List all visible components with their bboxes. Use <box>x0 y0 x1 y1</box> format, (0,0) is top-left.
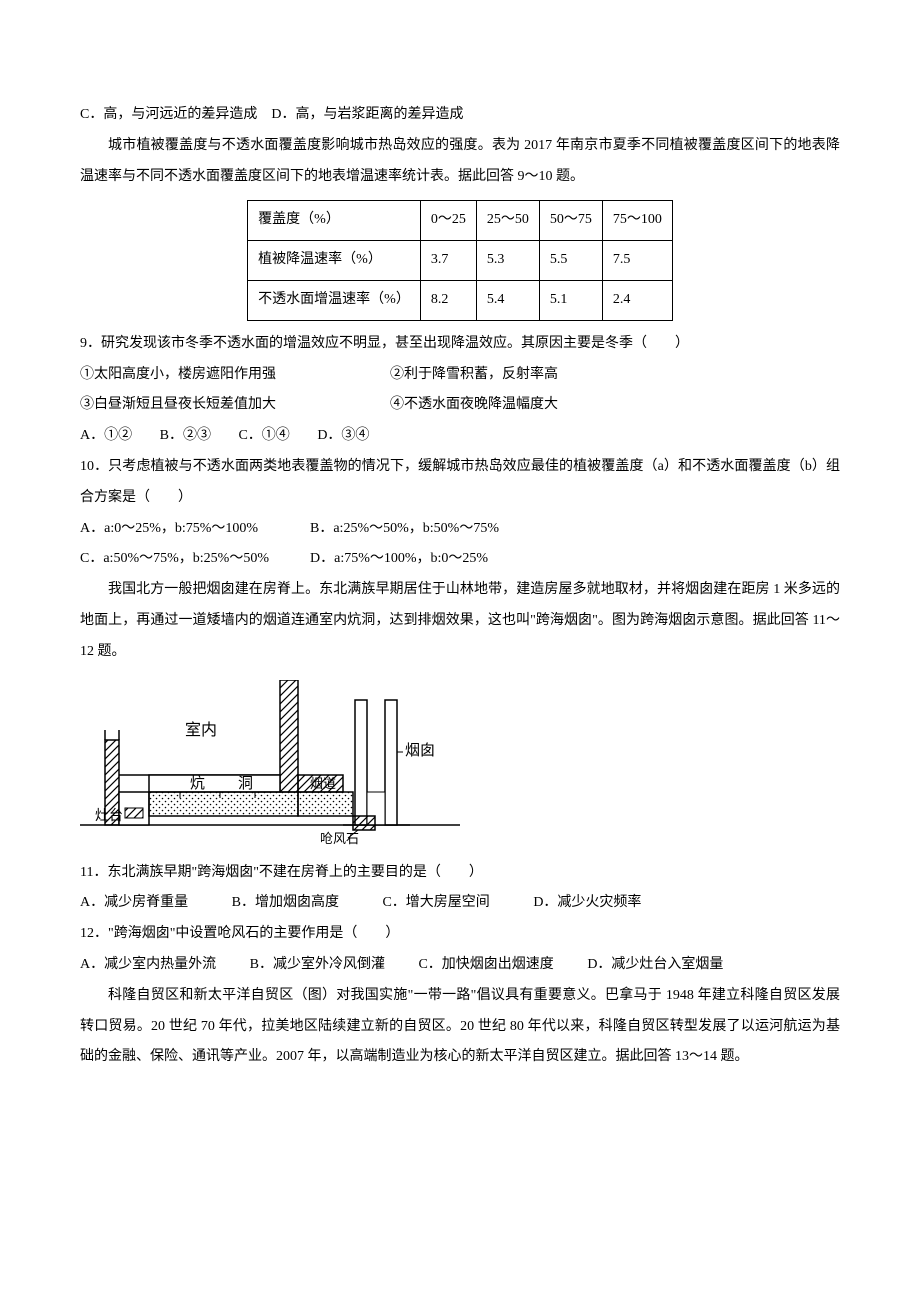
q10-options-cd: C．a:50%～75%，b:25%～50%D．a:75%～100%，b:0～25… <box>80 544 840 575</box>
passage-13-14: 科隆自贸区和新太平洋自贸区（图）对我国实施"一带一路"倡议具有重要意义。巴拿马于… <box>80 981 840 1073</box>
q12-option-d: D．减少灶台入室烟量 <box>587 950 723 981</box>
q9-s4: ④不透水面夜晚降温幅度大 <box>390 397 558 412</box>
table-cell: 覆盖度（%） <box>248 201 421 241</box>
q9-option-d: D．③④ <box>317 421 369 452</box>
passage-9-10: 城市植被覆盖度与不透水面覆盖度影响城市热岛效应的强度。表为 2017 年南京市夏… <box>80 131 840 193</box>
q9-s2: ②利于降雪积蓄，反射率高 <box>390 367 558 382</box>
table-cell: 5.5 <box>539 241 602 281</box>
table-cell: 5.3 <box>476 241 539 281</box>
q8-options-cd: C．高，与河远近的差异造成 D．高，与岩浆距离的差异造成 <box>80 100 840 131</box>
q10-option-c: C．a:50%～75%，b:25%～50% <box>80 544 310 575</box>
table-cell: 75～100 <box>602 201 672 241</box>
q9-s1: ①太阳高度小，楼房遮阳作用强 <box>80 360 390 391</box>
table-row: 覆盖度（%） 0～25 25～50 50～75 75～100 <box>248 201 673 241</box>
table-cell: 5.1 <box>539 280 602 320</box>
q12-option-b: B．减少室外冷风倒灌 <box>250 950 385 981</box>
table-cell: 植被降温速率（%） <box>248 241 421 281</box>
table-cell: 0～25 <box>420 201 476 241</box>
q11-option-a: A．减少房脊重量 <box>80 888 188 919</box>
chimney-diagram: 室内 灶台 炕 洞 烟道 烟囱 呛风石 <box>80 680 840 850</box>
table-cell: 3.7 <box>420 241 476 281</box>
kang-label: 炕 <box>190 775 205 792</box>
dong-label: 洞 <box>238 775 253 792</box>
q10-option-d: D．a:75%～100%，b:0～25% <box>310 551 488 566</box>
q9-option-c: C．①④ <box>238 421 289 452</box>
table-cell: 7.5 <box>602 241 672 281</box>
q10-option-a: A．a:0～25%，b:75%～100% <box>80 514 310 545</box>
table-cell: 50～75 <box>539 201 602 241</box>
q11-option-c: C．增大房屋空间 <box>382 888 489 919</box>
q12-options: A．减少室内热量外流 B．减少室外冷风倒灌 C．加快烟囱出烟速度 D．减少灶台入… <box>80 950 840 981</box>
table-row: 植被降温速率（%） 3.7 5.3 5.5 7.5 <box>248 241 673 281</box>
q10-stem: 10．只考虑植被与不透水面两类地表覆盖物的情况下，缓解城市热岛效应最佳的植被覆盖… <box>80 452 840 514</box>
q11-option-b: B．增加烟囱高度 <box>232 888 339 919</box>
table-row: 不透水面增温速率（%） 8.2 5.4 5.1 2.4 <box>248 280 673 320</box>
q11-options: A．减少房脊重量 B．增加烟囱高度 C．增大房屋空间 D．减少火灾频率 <box>80 888 840 919</box>
q8-option-d: D．高，与岩浆距离的差异造成 <box>271 107 463 122</box>
q8-option-c: C．高，与河远近的差异造成 <box>80 107 257 122</box>
data-table: 覆盖度（%） 0～25 25～50 50～75 75～100 植被降温速率（%）… <box>247 200 673 320</box>
yancong-label: 烟囱 <box>405 742 435 759</box>
q12-option-c: C．加快烟囱出烟速度 <box>418 950 553 981</box>
q10-options-ab: A．a:0～25%，b:75%～100%B．a:25%～50%，b:50%～75… <box>80 514 840 545</box>
table-cell: 2.4 <box>602 280 672 320</box>
table-cell: 8.2 <box>420 280 476 320</box>
q9-options: A．①② B．②③ C．①④ D．③④ <box>80 421 840 452</box>
q9-stem: 9．研究发现该市冬季不透水面的增温效应不明显，甚至出现降温效应。其原因主要是冬季… <box>80 329 840 360</box>
zaotai-label: 灶台 <box>95 808 123 824</box>
q9-statements-12: ①太阳高度小，楼房遮阳作用强②利于降雪积蓄，反射率高 <box>80 360 840 391</box>
table-cell: 5.4 <box>476 280 539 320</box>
table-cell: 25～50 <box>476 201 539 241</box>
q10-option-b: B．a:25%～50%，b:50%～75% <box>310 521 499 536</box>
q9-s3: ③白昼渐短且昼夜长短差值加大 <box>80 390 390 421</box>
passage-11-12: 我国北方一般把烟囱建在房脊上。东北满族早期居住于山林地带，建造房屋多就地取材，并… <box>80 575 840 667</box>
q9-option-b: B．②③ <box>160 421 211 452</box>
q11-stem: 11．东北满族早期"跨海烟囱"不建在房脊上的主要目的是（ ） <box>80 858 840 889</box>
q9-option-a: A．①② <box>80 421 132 452</box>
q11-option-d: D．减少火灾频率 <box>533 888 641 919</box>
indoor-label: 室内 <box>185 721 217 739</box>
table-cell: 不透水面增温速率（%） <box>248 280 421 320</box>
q12-option-a: A．减少室内热量外流 <box>80 950 216 981</box>
yandao-label: 烟道 <box>310 776 336 791</box>
q12-stem: 12．"跨海烟囱"中设置呛风石的主要作用是（ ） <box>80 919 840 950</box>
q9-statements-34: ③白昼渐短且昼夜长短差值加大④不透水面夜晚降温幅度大 <box>80 390 840 421</box>
